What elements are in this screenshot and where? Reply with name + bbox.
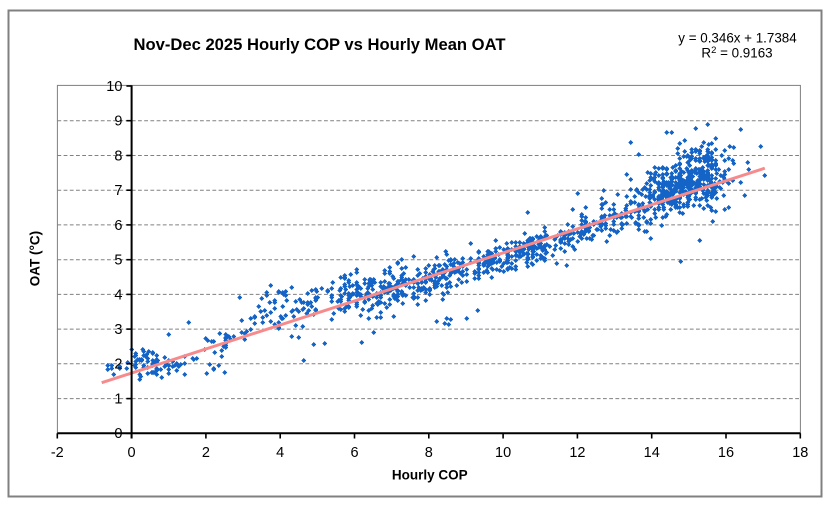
- svg-text:0: 0: [114, 426, 122, 442]
- svg-text:3: 3: [114, 322, 122, 338]
- svg-text:4: 4: [276, 445, 284, 461]
- svg-text:5: 5: [114, 253, 122, 269]
- svg-text:8: 8: [114, 148, 122, 164]
- svg-text:R2 = 0.9163: R2 = 0.9163: [701, 45, 772, 61]
- svg-text:4: 4: [114, 287, 122, 303]
- svg-text:10: 10: [106, 79, 122, 95]
- svg-text:Hourly COP: Hourly COP: [392, 467, 468, 482]
- svg-text:OAT (°C): OAT (°C): [28, 231, 43, 286]
- svg-text:2: 2: [114, 357, 122, 373]
- svg-text:16: 16: [718, 445, 734, 461]
- svg-text:Nov-Dec 2025 Hourly COP vs Hou: Nov-Dec 2025 Hourly COP vs Hourly Mean O…: [134, 35, 506, 54]
- svg-text:12: 12: [569, 445, 585, 461]
- svg-text:y = 0.346x + 1.7384: y = 0.346x + 1.7384: [678, 31, 797, 46]
- svg-text:6: 6: [114, 218, 122, 234]
- svg-text:1: 1: [114, 392, 122, 408]
- svg-text:7: 7: [114, 183, 122, 199]
- svg-text:18: 18: [792, 445, 808, 461]
- svg-text:6: 6: [350, 445, 358, 461]
- svg-text:2: 2: [202, 445, 210, 461]
- svg-text:-2: -2: [51, 445, 64, 461]
- svg-text:8: 8: [425, 445, 433, 461]
- svg-text:14: 14: [644, 445, 660, 461]
- svg-text:10: 10: [495, 445, 511, 461]
- svg-text:0: 0: [128, 445, 136, 461]
- svg-text:9: 9: [114, 114, 122, 130]
